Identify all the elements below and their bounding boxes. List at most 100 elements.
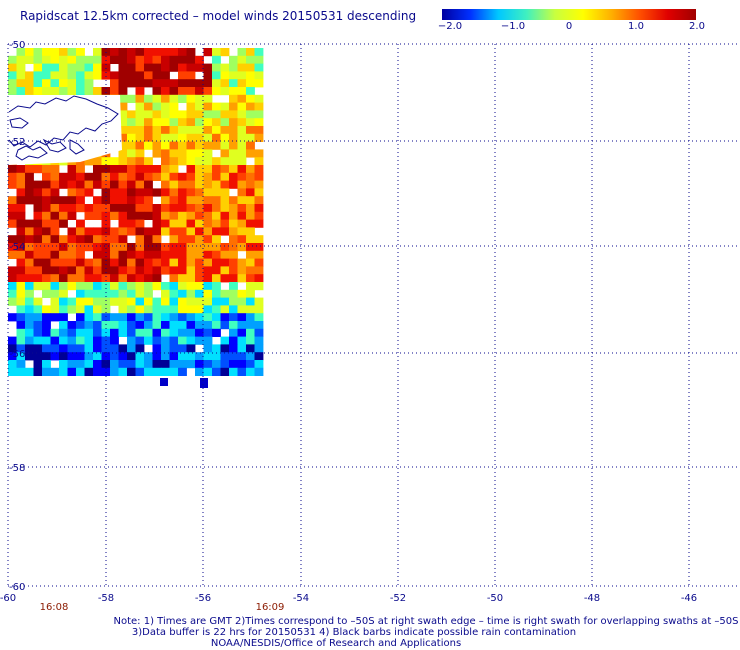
wind-cell xyxy=(25,250,34,259)
wind-cell xyxy=(67,204,77,213)
wind-cell xyxy=(67,352,77,361)
wind-cell xyxy=(127,180,136,189)
wind-cell xyxy=(203,336,213,345)
wind-cell xyxy=(229,180,238,189)
wind-cell xyxy=(152,118,162,127)
wind-cell xyxy=(186,102,196,111)
wind-cell xyxy=(110,250,119,259)
wind-cell xyxy=(144,133,153,142)
wind-cell xyxy=(42,243,51,252)
wind-cell xyxy=(169,321,179,330)
wind-cell xyxy=(144,110,153,119)
wind-cell xyxy=(50,328,60,337)
wind-cell xyxy=(33,328,43,337)
wind-cell xyxy=(93,55,102,64)
wind-cell xyxy=(186,211,196,220)
wind-cell xyxy=(144,328,153,337)
wind-cell xyxy=(93,305,102,314)
wind-cell xyxy=(169,250,179,259)
wind-cell xyxy=(229,79,238,88)
wind-cell xyxy=(195,196,204,205)
wind-cell xyxy=(203,102,213,111)
wind-cell xyxy=(152,219,162,228)
wind-cell xyxy=(195,289,204,298)
wind-cell xyxy=(135,289,145,298)
wind-cell xyxy=(93,336,102,345)
wind-cell xyxy=(135,297,145,306)
wind-cell xyxy=(161,250,170,259)
wind-cell xyxy=(144,118,153,127)
wind-cell xyxy=(186,321,196,330)
wind-cell xyxy=(33,188,43,197)
wind-cell xyxy=(93,344,102,353)
wind-cell xyxy=(8,55,17,64)
wind-cell xyxy=(110,180,119,189)
wind-cell xyxy=(101,321,111,330)
wind-cell xyxy=(169,87,179,96)
wind-cell xyxy=(127,227,136,236)
wind-cell xyxy=(237,243,247,252)
wind-cell xyxy=(169,149,179,158)
wind-cell xyxy=(229,204,238,213)
wind-cell xyxy=(144,274,153,283)
wind-cell xyxy=(25,165,34,174)
wind-cell xyxy=(16,289,26,298)
wind-cell xyxy=(229,243,238,252)
wind-cell xyxy=(195,118,204,127)
wind-cell xyxy=(118,48,128,57)
wind-cell xyxy=(203,360,213,369)
wind-cell xyxy=(25,196,34,205)
wind-cell xyxy=(42,289,51,298)
wind-cell xyxy=(169,126,179,135)
wind-cell xyxy=(229,328,238,337)
wind-cell xyxy=(237,211,247,220)
wind-cell xyxy=(195,321,204,330)
wind-cell xyxy=(220,305,230,314)
wind-cell xyxy=(110,165,119,174)
wind-cell xyxy=(67,336,77,345)
wind-cell xyxy=(127,328,136,337)
wind-cell xyxy=(186,297,196,306)
wind-cell xyxy=(33,165,43,174)
wind-cell xyxy=(76,282,85,291)
wind-cell xyxy=(16,87,26,96)
wind-cell xyxy=(67,321,77,330)
wind-cell xyxy=(8,282,17,291)
wind-cell xyxy=(195,352,204,361)
wind-cell xyxy=(76,79,85,88)
wind-cell xyxy=(110,274,119,283)
wind-cell xyxy=(169,211,179,220)
wind-cell xyxy=(67,87,77,96)
wind-cell xyxy=(42,180,51,189)
wind-cell xyxy=(93,266,102,275)
wind-cell xyxy=(220,289,230,298)
wind-cell xyxy=(59,172,68,181)
wind-cell xyxy=(110,227,119,236)
wind-cell xyxy=(203,297,213,306)
wind-cell xyxy=(161,126,170,135)
wind-cell xyxy=(169,133,179,142)
wind-cell xyxy=(237,71,247,80)
wind-cell xyxy=(135,305,145,314)
wind-cell xyxy=(127,219,136,228)
wind-cell xyxy=(212,102,221,111)
wind-cell xyxy=(178,258,187,267)
wind-cell xyxy=(161,321,170,330)
wind-cell xyxy=(220,149,230,158)
wind-cell xyxy=(76,328,85,337)
latitude-label: -58 xyxy=(9,463,25,474)
wind-cell xyxy=(169,328,179,337)
wind-cell xyxy=(76,313,85,322)
wind-cell xyxy=(93,211,102,220)
wind-cell xyxy=(8,71,17,80)
wind-cell xyxy=(118,219,128,228)
wind-cell xyxy=(220,352,230,361)
wind-cell xyxy=(195,250,204,259)
wind-cell xyxy=(101,165,111,174)
wind-cell xyxy=(50,266,60,275)
wind-cell xyxy=(186,48,196,57)
wind-cell xyxy=(16,165,26,174)
wind-cell xyxy=(110,87,119,96)
wind-cell xyxy=(135,188,145,197)
